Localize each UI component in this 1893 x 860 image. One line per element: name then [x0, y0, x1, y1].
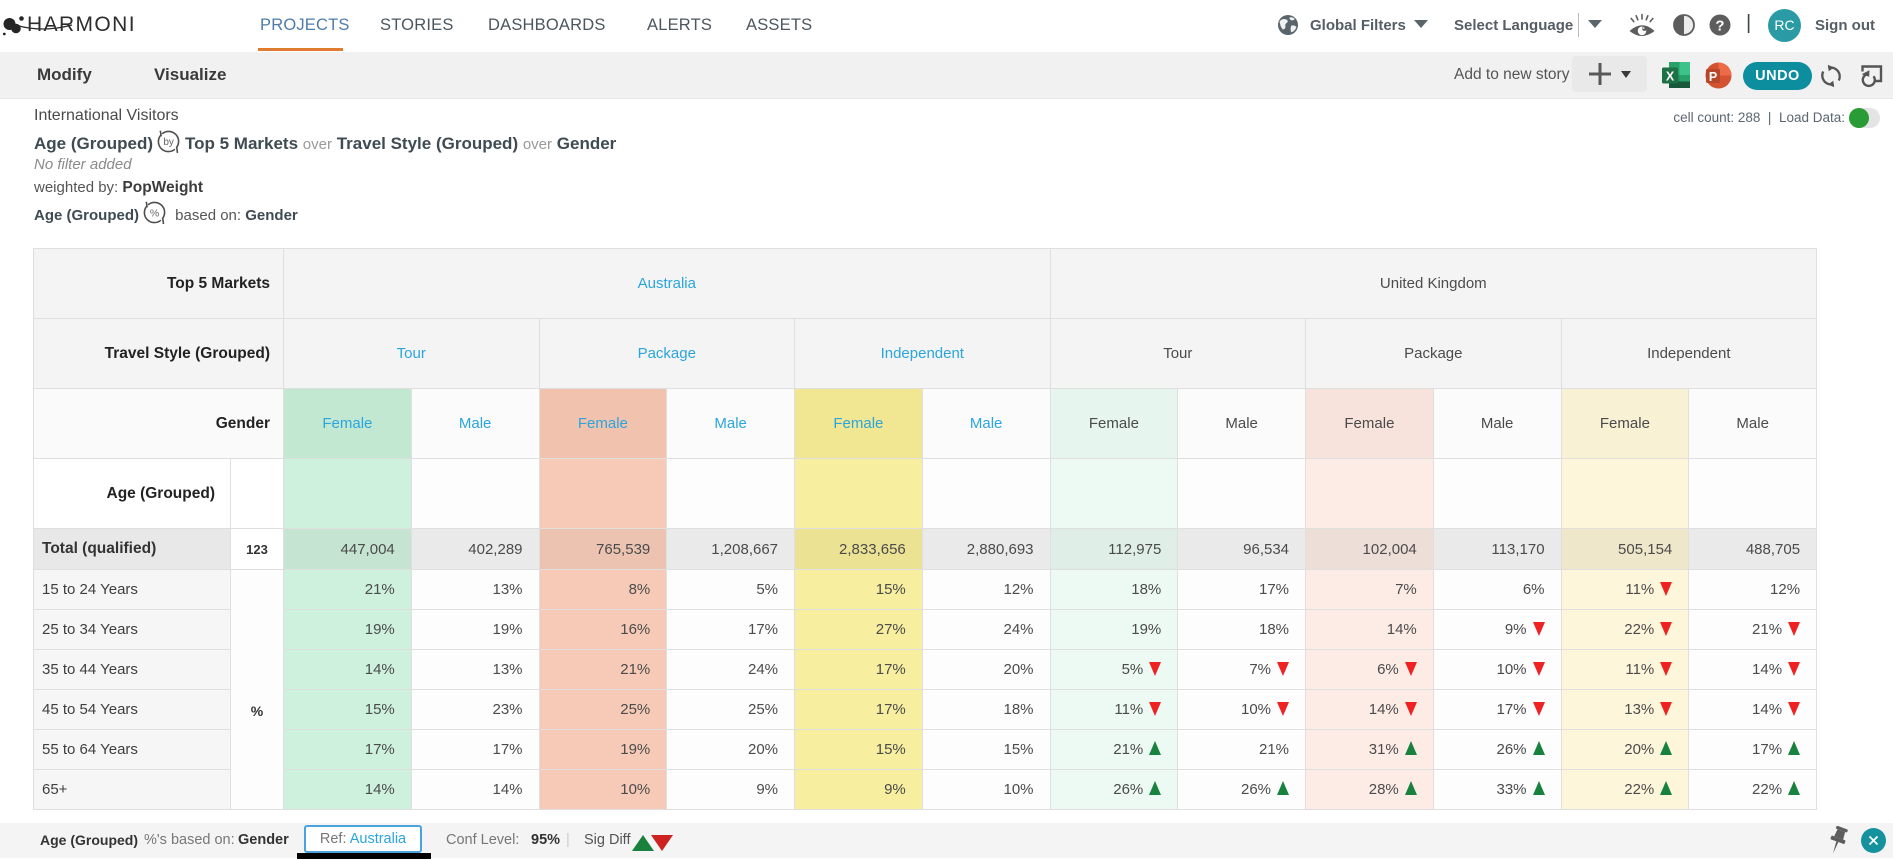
- svg-text:%: %: [150, 208, 159, 220]
- svg-text:by: by: [163, 137, 174, 148]
- svg-text:P: P: [1709, 70, 1717, 84]
- svg-text:?: ?: [1715, 18, 1724, 35]
- svg-text:X: X: [1666, 70, 1675, 84]
